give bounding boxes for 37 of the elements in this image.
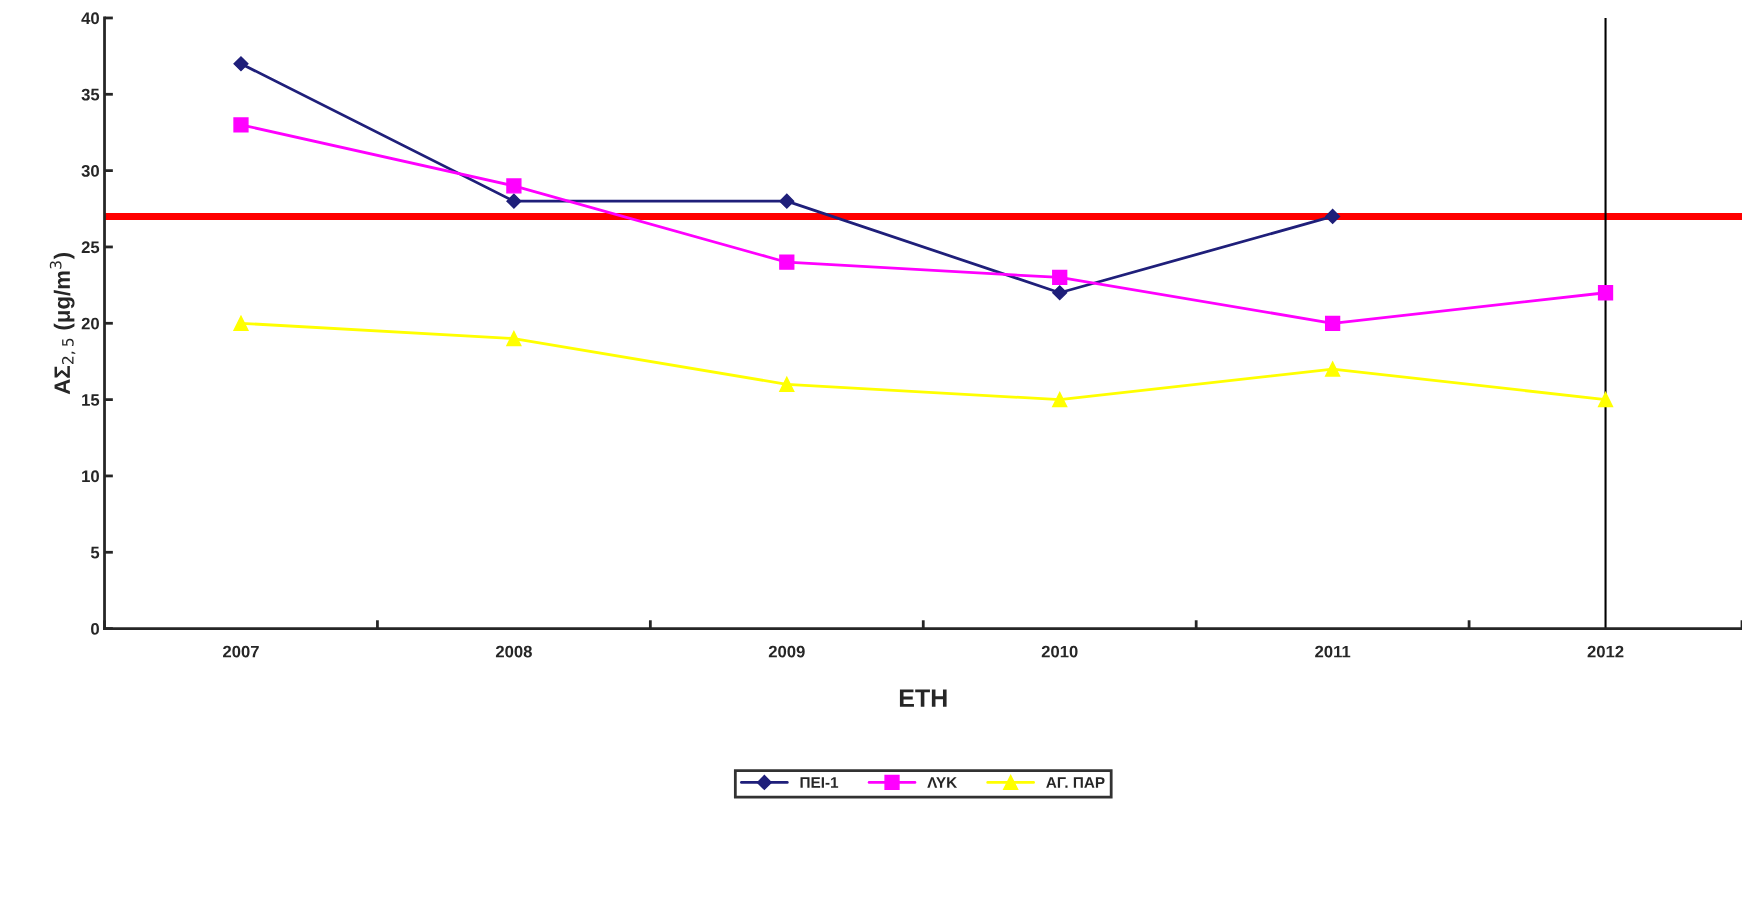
y-tick-label: 40: [81, 12, 99, 25]
legend-label: ΛΥΚ: [927, 777, 958, 788]
point: [1052, 285, 1068, 301]
y-tick-label: 20: [81, 317, 99, 330]
x-tick-label: 2008: [495, 645, 532, 658]
legend-label: ΑΓ. ΠΑΡ: [1046, 777, 1105, 788]
x-tick-label: 2007: [223, 645, 259, 658]
point: [1325, 208, 1341, 224]
y-tick-label: 10: [82, 470, 99, 483]
point: [506, 178, 522, 194]
legend-label: ΠΕΙ-1: [800, 777, 839, 788]
point: [779, 376, 795, 392]
point: [233, 117, 249, 133]
point: [233, 315, 249, 331]
point: [1052, 391, 1068, 408]
y-tick-label: 35: [81, 88, 100, 101]
x-tick-label: 2010: [1041, 645, 1078, 658]
point: [1597, 391, 1614, 408]
y-axis-title: ΑΣ$_{2,5}$ (μg/m$^{3}$): [49, 253, 76, 395]
x-tick-label: 2012: [1587, 645, 1624, 658]
point: [1597, 285, 1614, 301]
point: [1052, 269, 1068, 286]
point: [1324, 315, 1341, 331]
point: [506, 330, 522, 347]
point: [233, 56, 249, 72]
point: [506, 193, 522, 209]
y-tick-label: 0: [91, 623, 99, 635]
y-tick-label: 30: [81, 165, 99, 177]
point: [779, 254, 795, 270]
x-tick-label: 2011: [1315, 645, 1351, 658]
point: [1324, 361, 1341, 377]
x-tick-label: 2009: [768, 645, 805, 658]
y-tick-label: 25: [81, 241, 100, 254]
y-tick-label: 15: [82, 394, 100, 406]
y-tick-label: 5: [90, 546, 100, 559]
x-axis-title: ΕΤΗ: [899, 689, 947, 707]
point: [779, 193, 795, 209]
